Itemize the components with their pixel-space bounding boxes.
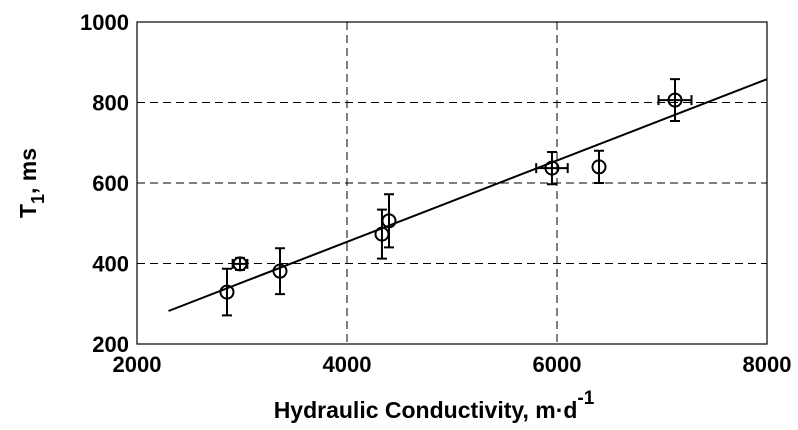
fit-line	[168, 78, 768, 312]
y-error-bar	[221, 267, 232, 317]
y-label-main: T	[15, 204, 41, 218]
x-tick-label: 2000	[113, 352, 162, 377]
point	[667, 92, 683, 108]
x-tick-label: 8000	[743, 352, 792, 377]
y-error-bar	[594, 149, 604, 184]
point	[232, 256, 248, 272]
y-error-bar	[384, 193, 394, 249]
point	[219, 284, 235, 300]
y-error-bar	[376, 208, 387, 260]
x-error-bar	[657, 95, 693, 106]
x-error-bar	[535, 163, 569, 174]
point	[544, 160, 560, 176]
x-label-main: Hydraulic Conductivity, m·d	[274, 397, 578, 423]
point	[272, 263, 288, 279]
x-label-sup: -1	[577, 388, 594, 409]
y-tick-label: 1000	[80, 10, 129, 35]
x-axis-label: Hydraulic Conductivity, m·d-1	[274, 388, 595, 423]
y-tick-label: 400	[92, 252, 129, 277]
y-label-rest: , ms	[15, 148, 41, 194]
y-error-bar	[275, 247, 286, 296]
y-axis-label: T1, ms	[15, 148, 48, 218]
y-tick-label: 200	[92, 332, 129, 357]
x-tick-label: 6000	[533, 352, 582, 377]
y-tick-label: 800	[92, 91, 129, 116]
y-tick-label: 600	[92, 171, 129, 196]
x-tick-label: 4000	[323, 352, 372, 377]
point	[591, 159, 607, 175]
y-label-sub: 1	[28, 194, 48, 204]
point	[381, 213, 397, 229]
